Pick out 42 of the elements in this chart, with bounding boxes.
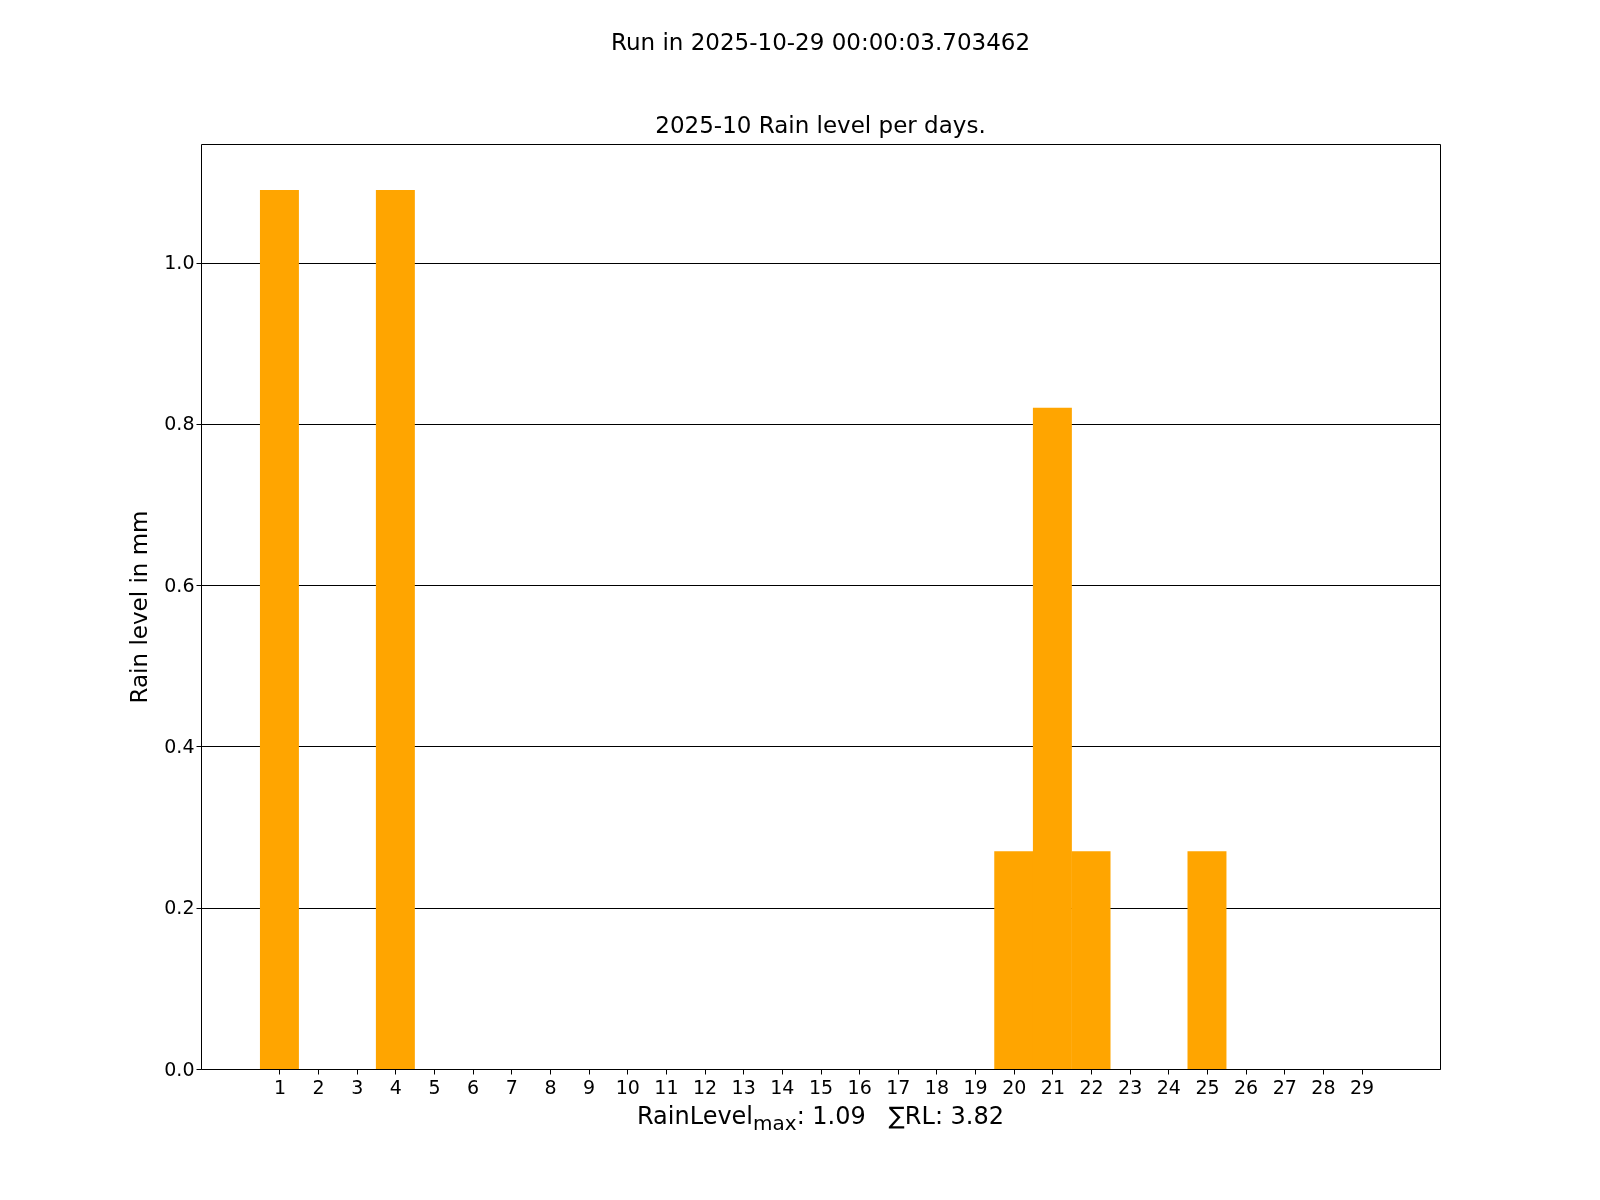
x-tick-label: 8 — [544, 1075, 557, 1098]
x-tick-label: 20 — [1002, 1075, 1027, 1098]
x-tick-label: 4 — [389, 1075, 402, 1098]
x-tick-label: 7 — [505, 1075, 518, 1098]
x-tick-label: 14 — [770, 1075, 795, 1098]
bar — [375, 189, 415, 1069]
chart-title: Run in 2025-10-29 00:00:03.703462 — [610, 29, 1031, 55]
x-tick-label: 17 — [886, 1075, 911, 1098]
x-tick-label: 23 — [1118, 1075, 1143, 1098]
x-tick-label: 19 — [963, 1075, 988, 1098]
x-tick-label: 10 — [615, 1075, 640, 1098]
x-tick-label: 16 — [847, 1075, 872, 1098]
x-tick-label: 12 — [692, 1075, 718, 1098]
x-tick-label: 24 — [1156, 1075, 1181, 1098]
y-axis-title: Rain level in mm — [126, 510, 153, 704]
x-tick-label: 1 — [273, 1075, 286, 1098]
y-tick-label: 0.0 — [164, 1057, 195, 1080]
x-tick-label: 6 — [467, 1075, 480, 1098]
x-tick-label: 27 — [1272, 1075, 1297, 1098]
x-tick-label: 26 — [1234, 1075, 1259, 1098]
chart-subtitle: 2025-10 Rain level per days. — [655, 112, 986, 138]
y-tick-label: 1.0 — [164, 251, 195, 274]
x-tick-label: 11 — [654, 1075, 679, 1098]
bar — [259, 189, 299, 1069]
y-tick-label: 0.2 — [164, 896, 195, 919]
x-tick-label: 9 — [583, 1075, 596, 1098]
x-tick-label: 21 — [1040, 1075, 1065, 1098]
x-tick-label: 18 — [924, 1075, 950, 1098]
y-tick-label: 0.6 — [164, 573, 195, 596]
x-axis-title: RainLevel$_{max}$: 1.09 ∑RL: 3.82 — [635, 1102, 1006, 1135]
x-tick-label: 25 — [1195, 1075, 1220, 1098]
x-tick-label: 22 — [1079, 1075, 1104, 1098]
x-tick-label: 28 — [1311, 1075, 1336, 1098]
x-tick-label: 3 — [351, 1075, 364, 1098]
y-tick-label: 0.8 — [164, 412, 195, 435]
x-tick-label: 5 — [428, 1075, 441, 1098]
y-tick-label: 0.4 — [164, 734, 195, 757]
x-tick-label: 15 — [808, 1075, 834, 1098]
x-tick-label: 29 — [1349, 1075, 1375, 1098]
x-tick-label: 13 — [731, 1075, 756, 1098]
x-tick-label: 2 — [312, 1075, 325, 1098]
bar — [1187, 851, 1227, 1069]
